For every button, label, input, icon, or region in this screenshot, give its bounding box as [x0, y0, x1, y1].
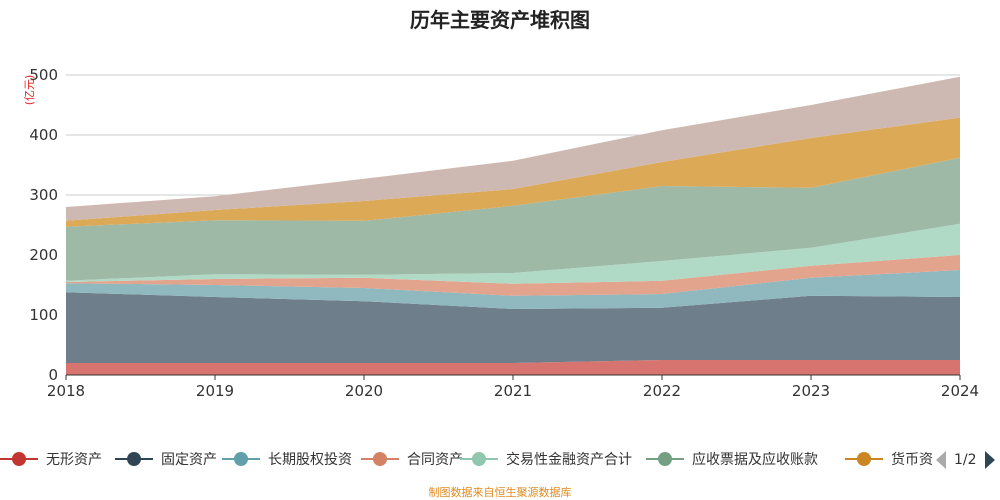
area-series-2[interactable]: [66, 292, 960, 363]
legend-item[interactable]: 长期股权投资: [222, 447, 352, 471]
x-tick-label: 2022: [643, 382, 681, 400]
legend-dot-icon: [127, 452, 141, 466]
legend-marker-icon: [115, 452, 153, 466]
y-axis-label: (亿元): [23, 75, 36, 106]
legend-dot-icon: [12, 452, 26, 466]
area-series-8[interactable]: [66, 76, 960, 221]
legend-dot-icon: [472, 452, 486, 466]
x-tick-label: 2023: [792, 382, 830, 400]
y-tick-label: 100: [29, 306, 58, 324]
area-series-4[interactable]: [66, 255, 960, 296]
legend-label: 交易性金融资产合计: [506, 452, 632, 468]
legend-label: 无形资产: [46, 452, 102, 468]
x-tick-label: 2018: [47, 382, 85, 400]
legend-label: 合同资产: [407, 452, 463, 468]
y-tick-label: 200: [29, 246, 58, 264]
y-tick-label: 300: [29, 186, 58, 204]
y-tick-label: 0: [48, 366, 58, 384]
legend-pager: 1/2: [936, 449, 995, 471]
legend-next-page-icon[interactable]: [984, 451, 995, 469]
area-series-6[interactable]: [66, 157, 960, 281]
legend-marker-icon: [222, 452, 260, 466]
legend-label: 长期股权投资: [268, 452, 352, 468]
data-source-note: 制图数据来自恒生聚源数据库: [428, 486, 572, 499]
legend-item[interactable]: 货币资: [845, 447, 933, 471]
x-tick-label: 2020: [345, 382, 383, 400]
stacked-area-chart: 0 100 200 300 400 500(亿元) 2018 2019 2020 2021 2022…: [23, 66, 979, 400]
legend-label: 固定资产: [161, 452, 217, 468]
legend-prev-page-icon[interactable]: [936, 451, 946, 469]
legend-item[interactable]: 无形资产: [0, 447, 102, 471]
chart-title: 历年主要资产堆积图: [410, 8, 590, 32]
legend-dot-icon: [857, 452, 871, 466]
legend-item[interactable]: 合同资产: [361, 447, 463, 471]
legend-marker-icon: [646, 452, 684, 466]
legend-item[interactable]: 交易性金融资产合计: [460, 447, 632, 471]
legend-marker-icon: [460, 452, 498, 466]
x-tick-label: 2021: [494, 382, 532, 400]
area-series-5[interactable]: [66, 223, 960, 284]
legend-page-number: 1/2: [954, 452, 977, 468]
y-tick-label: 400: [29, 126, 58, 144]
legend-dot-icon: [658, 452, 672, 466]
legend-item[interactable]: 固定资产: [115, 447, 217, 471]
legend-dot-icon: [234, 452, 248, 466]
legend-marker-icon: [361, 452, 399, 466]
legend-label: 应收票据及应收账款: [692, 452, 818, 468]
y-tick-label: 500: [29, 66, 58, 84]
x-tick-label: 2024: [941, 382, 979, 400]
legend-marker-icon: [845, 452, 883, 466]
x-tick-label: 2019: [196, 382, 234, 400]
area-series-1[interactable]: [66, 360, 960, 375]
area-series-7[interactable]: [66, 117, 960, 227]
legend-dot-icon: [373, 452, 387, 466]
legend-label: 货币资: [891, 452, 933, 468]
legend-marker-icon: [0, 452, 38, 466]
legend[interactable]: 无形资产 固定资产 长期股权投资 合同资产 交易性金融资产合计 应收票据及应收账款 货币资: [0, 447, 1000, 473]
legend-item[interactable]: 应收票据及应收账款: [646, 447, 818, 471]
area-series-3[interactable]: [66, 270, 960, 309]
